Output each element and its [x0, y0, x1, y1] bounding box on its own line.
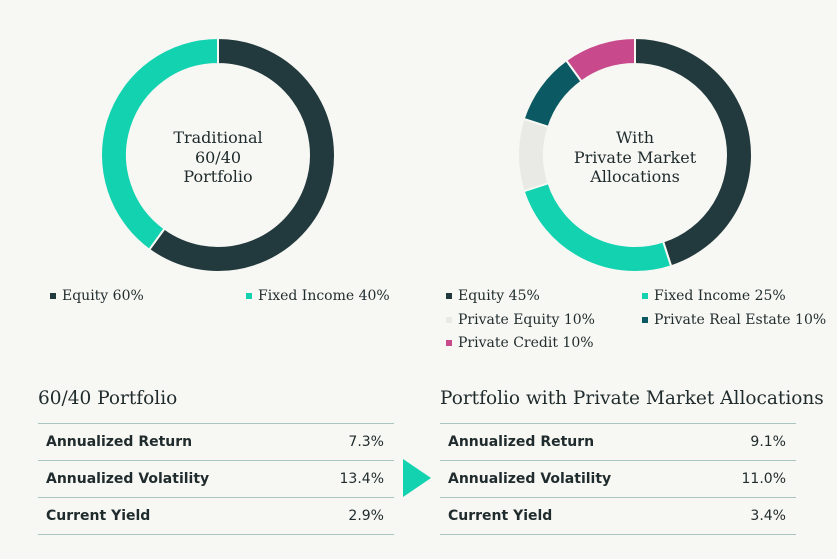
- row-label: Annualized Volatility: [46, 471, 210, 487]
- legend-item-private-credit: Private Credit 10%: [446, 335, 594, 351]
- row-value: 7.3%: [348, 434, 384, 450]
- table-row: Annualized Volatility 11.0%: [440, 461, 796, 498]
- chart-traditional: Traditional 60/40 Portfolio: [0, 0, 420, 280]
- row-value: 3.4%: [750, 508, 786, 524]
- center-label-line: Allocations: [590, 167, 680, 186]
- legend-label: Equity 60%: [62, 288, 144, 304]
- legend-swatch: [446, 340, 452, 346]
- row-label: Annualized Return: [46, 434, 193, 450]
- donut-slice: [100, 36, 219, 252]
- legend-label: Private Credit 10%: [458, 335, 594, 351]
- legend-swatch: [246, 293, 252, 299]
- table-row: Annualized Volatility 13.4%: [38, 461, 394, 498]
- legend-swatch: [50, 293, 56, 299]
- center-label-line: Portfolio: [183, 167, 253, 186]
- table-row: Current Yield 2.9%: [38, 498, 394, 535]
- arrow-right-icon: [403, 459, 431, 497]
- legend-swatch: [446, 317, 452, 323]
- legend-swatch: [642, 317, 648, 323]
- donut-chart-private-markets: [517, 36, 753, 273]
- stats-table-traditional: Annualized Return 7.3% Annualized Volati…: [38, 423, 394, 535]
- table-row: Annualized Return 9.1%: [440, 424, 796, 461]
- row-value: 13.4%: [339, 471, 384, 487]
- stats-table-private-markets: Annualized Return 9.1% Annualized Volati…: [440, 423, 796, 535]
- table-row: Current Yield 3.4%: [440, 498, 796, 535]
- center-label-line: Private Market: [573, 147, 697, 167]
- row-label: Annualized Volatility: [448, 471, 612, 487]
- legend-swatch: [642, 293, 648, 299]
- legend-label: Fixed Income 25%: [654, 288, 786, 304]
- row-label: Current Yield: [448, 508, 553, 524]
- donut-slice: [147, 36, 336, 273]
- donut-chart-traditional: [100, 36, 336, 273]
- row-value: 2.9%: [348, 508, 384, 524]
- chart-private-markets: With Private Market Allocations: [420, 0, 837, 280]
- row-label: Annualized Return: [448, 434, 595, 450]
- table-row: Annualized Return 7.3%: [38, 424, 394, 461]
- donut-center-label: Traditional 60/40 Portfolio: [118, 128, 318, 187]
- donut-slice: [522, 181, 673, 273]
- legend-label: Private Equity 10%: [458, 312, 595, 328]
- center-label-line: Traditional: [173, 128, 263, 147]
- legend-item-fixed-income: Fixed Income 40%: [246, 288, 390, 304]
- legend-item-private-real-estate: Private Real Estate 10%: [642, 312, 826, 328]
- legend-swatch: [446, 293, 452, 299]
- row-value: 9.1%: [750, 434, 786, 450]
- legend-label: Private Real Estate 10%: [654, 312, 827, 328]
- donut-slice: [564, 36, 636, 83]
- legend-item-private-equity: Private Equity 10%: [446, 312, 595, 328]
- table-title-private-markets: Portfolio with Private Market Allocation…: [440, 388, 824, 409]
- center-label-line: With: [615, 128, 654, 147]
- legend-label: Equity 45%: [458, 288, 540, 304]
- legend-item-equity: Equity 45%: [446, 288, 540, 304]
- row-label: Current Yield: [46, 508, 151, 524]
- row-value: 11.0%: [741, 471, 786, 487]
- center-label-line: 60/40: [194, 147, 242, 167]
- legend-item-equity: Equity 60%: [50, 288, 144, 304]
- legend-label: Fixed Income 40%: [258, 288, 390, 304]
- table-title-traditional: 60/40 Portfolio: [38, 388, 178, 409]
- legend-item-fixed-income: Fixed Income 25%: [642, 288, 786, 304]
- donut-center-label: With Private Market Allocations: [535, 128, 735, 187]
